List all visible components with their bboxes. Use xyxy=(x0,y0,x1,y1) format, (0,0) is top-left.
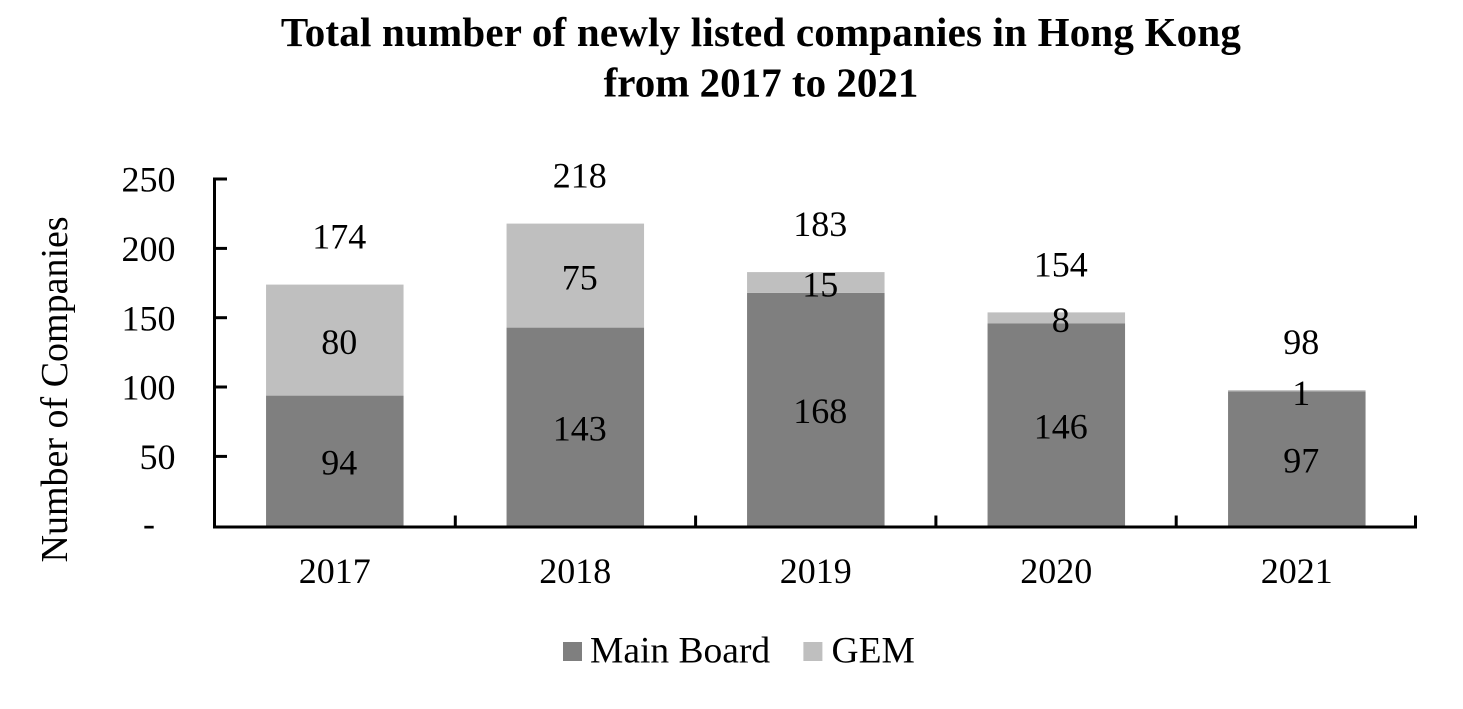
svg-text:from 2017 to 2021: from 2017 to 2021 xyxy=(604,60,919,106)
svg-text:Number of Companies: Number of Companies xyxy=(34,216,76,562)
svg-text:98: 98 xyxy=(1283,322,1319,362)
svg-text:8: 8 xyxy=(1052,300,1070,340)
svg-text:154: 154 xyxy=(1034,245,1088,285)
svg-text:97: 97 xyxy=(1283,441,1319,481)
svg-text:GEM: GEM xyxy=(832,631,915,672)
svg-text:2017: 2017 xyxy=(299,551,371,591)
svg-text:100: 100 xyxy=(122,368,176,408)
svg-text:143: 143 xyxy=(553,409,607,449)
svg-text:80: 80 xyxy=(321,322,357,362)
svg-text:146: 146 xyxy=(1034,407,1088,447)
svg-text:174: 174 xyxy=(312,217,366,257)
svg-text:250: 250 xyxy=(122,160,176,200)
svg-text:168: 168 xyxy=(793,391,847,431)
svg-text:1: 1 xyxy=(1292,373,1310,413)
svg-text:75: 75 xyxy=(562,258,598,298)
svg-text:-: - xyxy=(143,504,155,544)
svg-text:Main Board: Main Board xyxy=(590,631,770,672)
svg-text:2020: 2020 xyxy=(1020,551,1092,591)
svg-text:50: 50 xyxy=(140,437,176,477)
svg-text:2018: 2018 xyxy=(539,551,611,591)
svg-text:15: 15 xyxy=(802,265,838,305)
svg-text:Total number of newly listed c: Total number of newly listed companies i… xyxy=(281,9,1241,55)
svg-text:94: 94 xyxy=(321,443,357,483)
svg-text:183: 183 xyxy=(793,204,847,244)
svg-text:218: 218 xyxy=(553,156,607,196)
svg-text:2021: 2021 xyxy=(1261,551,1333,591)
svg-text:200: 200 xyxy=(122,229,176,269)
svg-text:150: 150 xyxy=(122,298,176,338)
svg-text:2019: 2019 xyxy=(780,551,852,591)
